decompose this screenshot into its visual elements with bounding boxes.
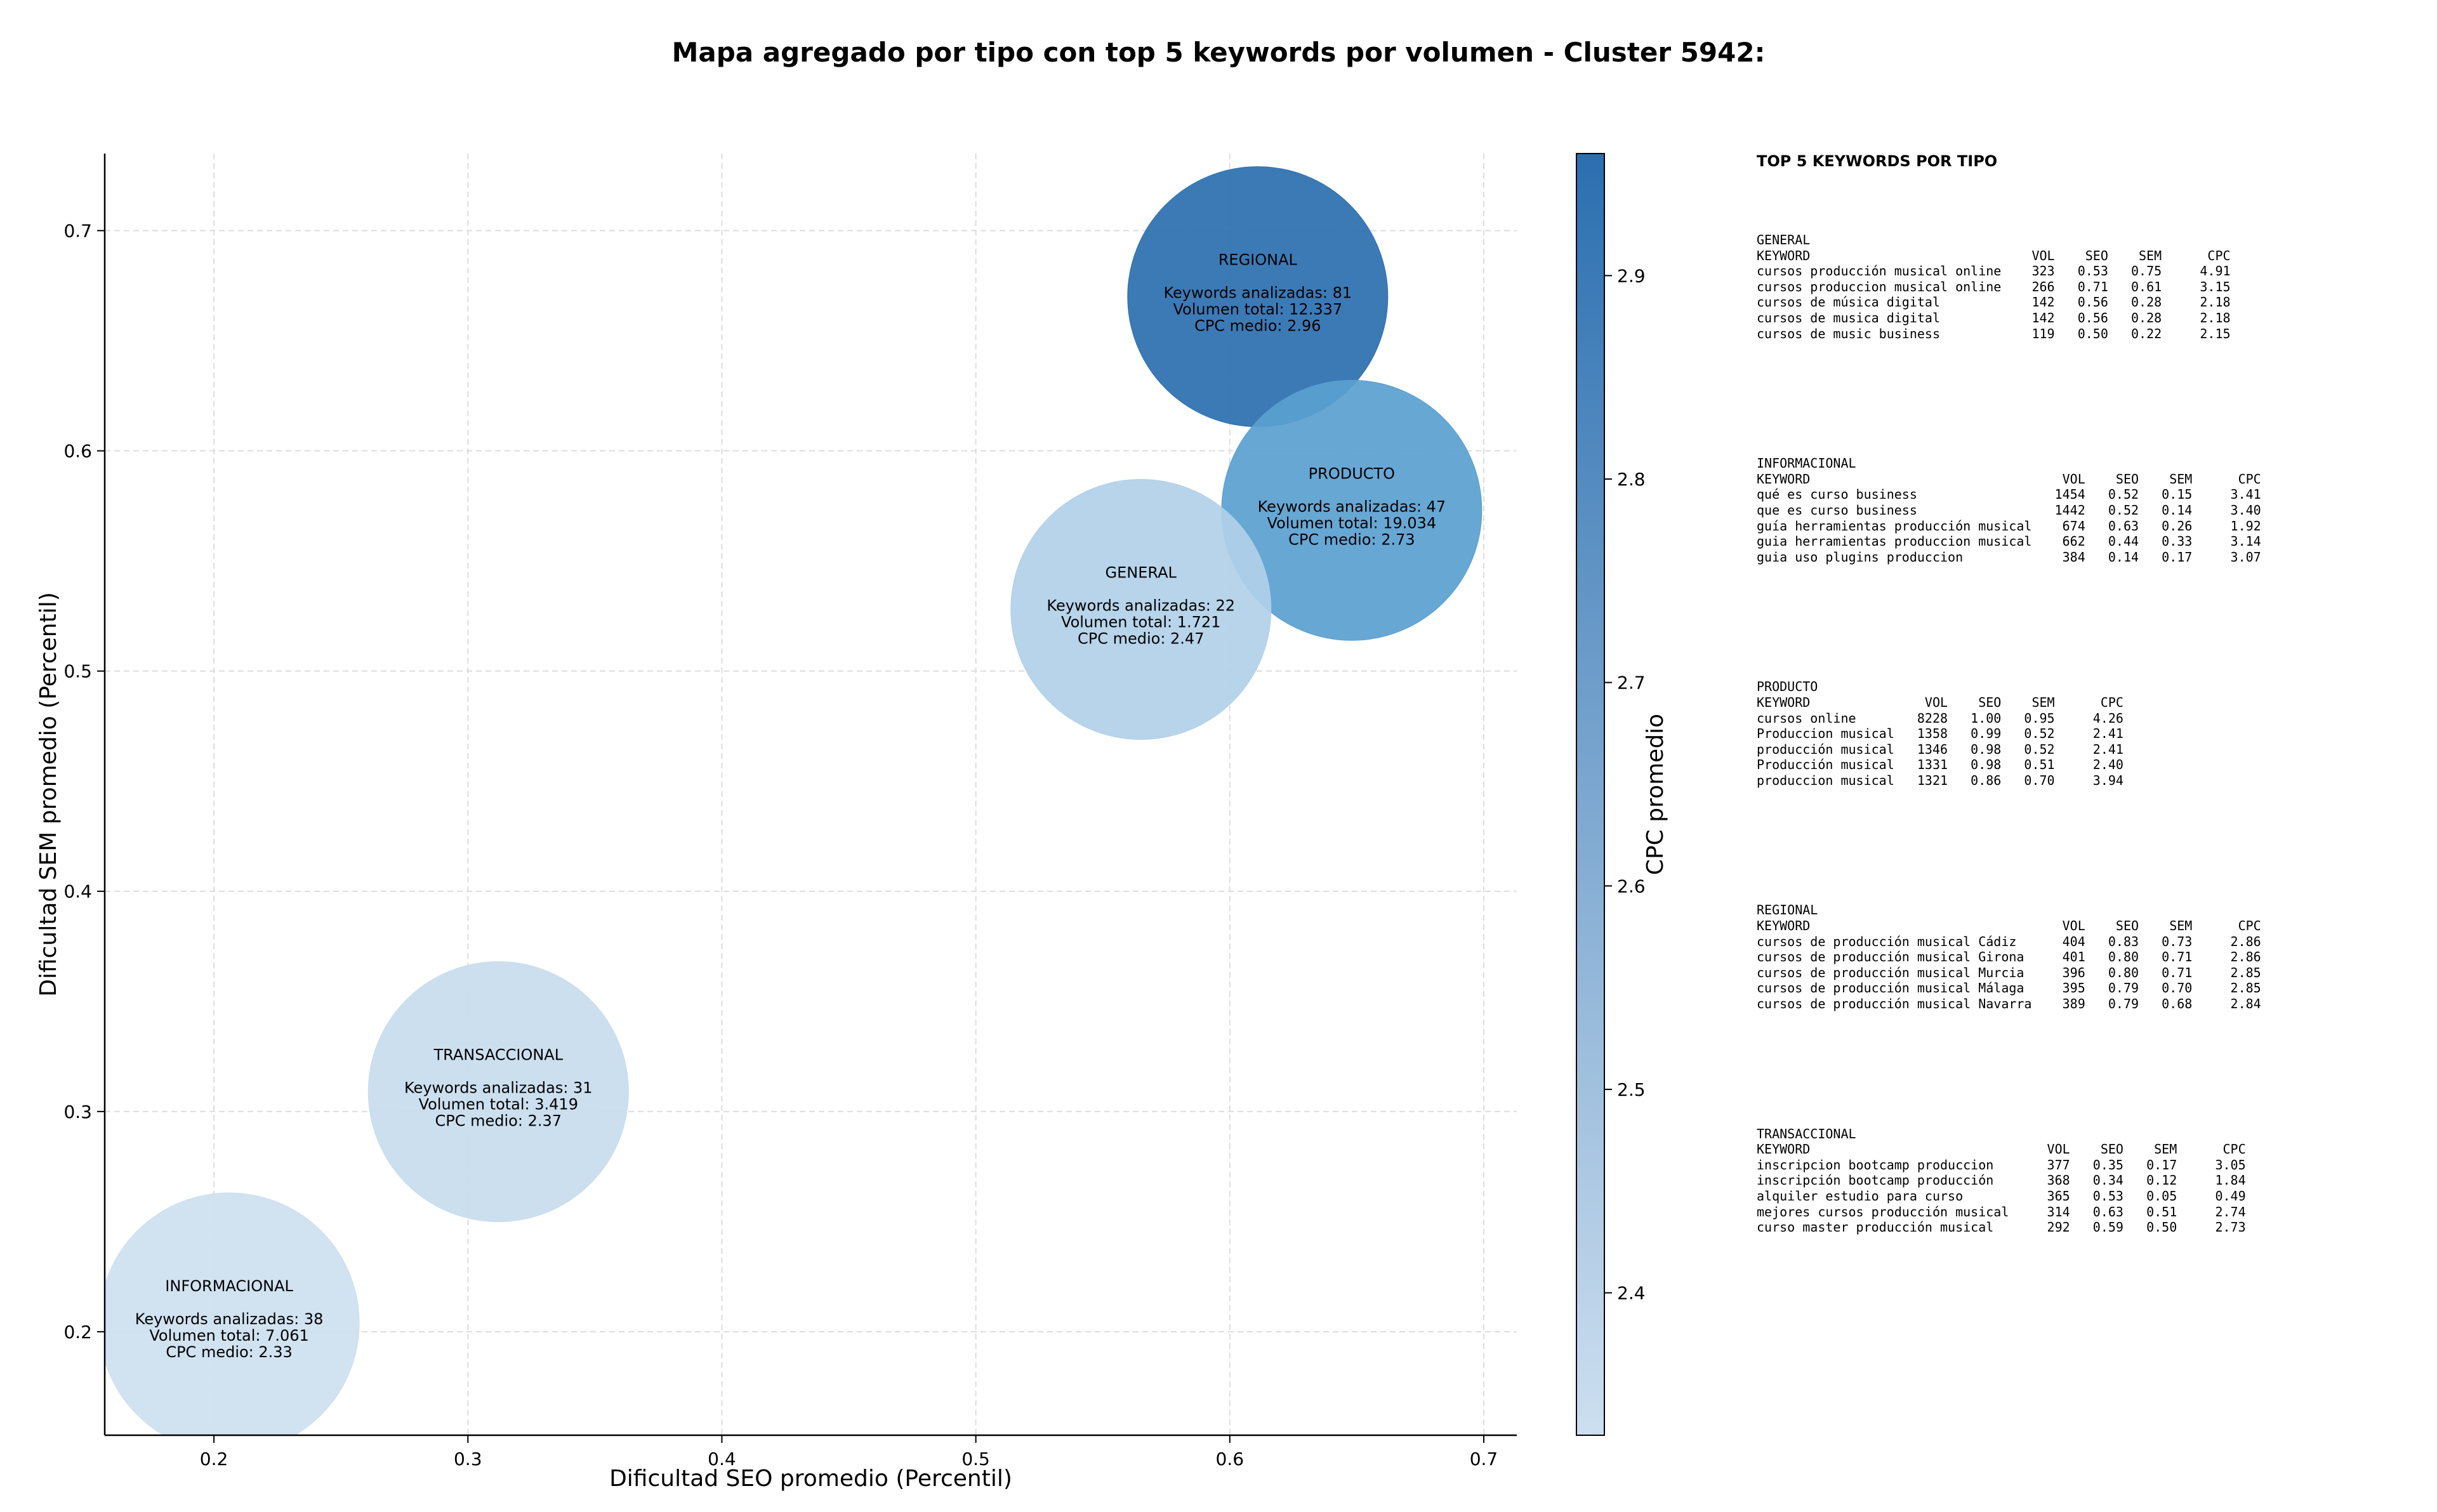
bubble-label: PRODUCTO [1309,464,1395,482]
keyword-table-row: Producción musical 1331 0.98 0.51 2.40 [1757,757,2123,773]
keyword-table-row: cursos produccion musical online 266 0.7… [1757,279,2231,294]
keyword-block-name: GENERAL [1757,232,1811,247]
keyword-blocks: GENERAL KEYWORD VOL SEO SEM CPC cursos pro… [1757,232,2423,1235]
x-tick-label: 0.2 [200,1449,228,1469]
x-tick-label: 0.3 [454,1449,482,1469]
keyword-table-row: Produccion musical 1358 0.99 0.52 2.41 [1757,726,2123,742]
keyword-block-name: TRANSACCIONAL [1757,1126,1856,1141]
bubble-keywords-count: Keywords analizadas: 31 [404,1079,593,1097]
bubble-keywords-count: Keywords analizadas: 81 [1164,284,1352,302]
tables-title: TOP 5 KEYWORDS POR TIPO [1757,152,1998,170]
bubble-volume: Volumen total: 3.419 [419,1096,578,1114]
y-tick-label: 0.6 [63,441,92,462]
keyword-table-row: cursos de producción musical Cádiz 404 0… [1757,933,2261,949]
x-axis-label: Dificultad SEO promedio (Percentil) [609,1466,1012,1492]
bubble-cpc: CPC medio: 2.33 [166,1343,293,1361]
keyword-table-row: inscripcion bootcamp produccion 377 0.35… [1757,1157,2246,1173]
axes: 0.2 0.3 0.4 0.5 0.6 0.7 0.2 0.3 0.4 0.5 0.6 0.7 Difi… [36,154,1517,1492]
keyword-table-row: cursos de producción musical Murcia 396 … [1757,964,2261,980]
bubble-volume: Volumen total: 1.721 [1061,613,1220,631]
bubble-label: GENERAL [1106,563,1177,581]
keyword-table-row: producción musical 1346 0.98 0.52 2.41 [1757,741,2123,757]
keyword-block-general: GENERAL KEYWORD VOL SEO SEM CPC cursos pro… [1757,232,2423,341]
bubble-volume: Volumen total: 12.337 [1173,301,1342,319]
bubble-keywords-count: Keywords analizadas: 22 [1047,596,1235,614]
bubble-label: REGIONAL [1218,251,1298,269]
y-axis-label: Dificultad SEM promedio (Percentil) [36,592,62,997]
bubble-general [1010,478,1272,740]
keyword-block-transaccional: TRANSACCIONAL KEYWORD VOL SEO SEM CPC insc… [1757,1126,2423,1235]
keyword-block-regional: REGIONAL KEYWORD VOL SEO SEM CPC cursos de… [1757,902,2423,1011]
colorbar-tick-label: 2.7 [1617,673,1646,694]
keyword-table-row: alquiler estudio para curso 365 0.53 0.0… [1757,1188,2246,1204]
keyword-table-row: inscripción bootcamp producción 368 0.34… [1757,1173,2246,1188]
keyword-block-name: INFORMACIONAL [1757,456,1856,471]
keyword-table-row: guia uso plugins produccion 384 0.14 0.1… [1757,549,2261,565]
y-tick-label: 0.2 [63,1322,92,1343]
keyword-table-row: cursos de producción musical Navarra 389… [1757,996,2261,1012]
keyword-table-row: que es curso business 1442 0.52 0.14 3.4… [1757,502,2261,518]
colorbar-tick-label: 2.6 [1617,876,1646,897]
y-tick-label: 0.3 [63,1101,92,1122]
keyword-table-row: guia herramientas produccion musical 662… [1757,534,2261,549]
keyword-table-row: cursos de música digital 142 0.56 0.28 2… [1757,294,2231,310]
keyword-block-informacional: INFORMACIONAL KEYWORD VOL SEO SEM CPC qué … [1757,456,2423,565]
y-tick-label: 0.5 [63,661,92,682]
colorbar-tick-label: 2.9 [1617,265,1646,286]
keyword-table-row: qué es curso business 1454 0.52 0.15 3.4… [1757,487,2261,503]
x-tick-label: 0.5 [961,1449,990,1469]
keyword-table-header: KEYWORD VOL SEO SEM CPC [1757,918,2261,934]
chart-title: Mapa agregado por tipo con top 5 keyword… [671,37,1766,68]
y-tick-label: 0.7 [63,220,92,241]
colorbar: 2.4 2.5 2.6 2.7 2.8 2.9 CPC promedio [1576,153,1668,1436]
bubble-volume: Volumen total: 19.034 [1267,514,1437,532]
colorbar-label: CPC promedio [1642,714,1668,875]
keyword-table-header: KEYWORD VOL SEO SEM CPC [1757,471,2261,487]
bubble-cpc: CPC medio: 2.37 [435,1112,562,1130]
bubble-label: INFORMACIONAL [165,1277,293,1295]
colorbar-bar [1576,153,1605,1436]
keyword-table-row: cursos producción musical online 323 0.5… [1757,263,2231,279]
bubble-keywords-count: Keywords analizadas: 47 [1258,497,1446,515]
x-tick-label: 0.6 [1216,1449,1245,1469]
keyword-table-row: cursos de music business 119 0.50 0.22 2… [1757,325,2231,341]
keyword-table-row: produccion musical 1321 0.86 0.70 3.94 [1757,772,2123,788]
bubble-label: TRANSACCIONAL [433,1046,563,1064]
keyword-table-header: KEYWORD VOL SEO SEM CPC [1757,247,2231,263]
grid-lines [105,154,1517,1435]
bubble-cpc: CPC medio: 2.47 [1078,629,1205,647]
keyword-table-row: cursos de producción musical Málaga 395 … [1757,980,2261,996]
keyword-tables: TOP 5 KEYWORDS POR TIPO GENERAL KEYWORD V… [1757,152,2423,1350]
bubble-volume: Volumen total: 7.061 [149,1327,308,1344]
keyword-table-row: guía herramientas producción musical 674… [1757,518,2261,534]
colorbar-tick-label: 2.8 [1617,469,1646,490]
colorbar-tick-label: 2.5 [1617,1079,1646,1100]
bubble-transaccional [367,961,629,1223]
y-tick-label: 0.4 [63,881,92,902]
x-tick-label: 0.7 [1470,1449,1498,1469]
keyword-table-header: KEYWORD VOL SEO SEM CPC [1757,694,2123,710]
bubble-cpc: CPC medio: 2.73 [1288,530,1415,548]
keyword-table-header: KEYWORD VOL SEO SEM CPC [1757,1141,2246,1157]
colorbar-tick-label: 2.4 [1617,1283,1646,1304]
bubble-keywords-count: Keywords analizadas: 38 [135,1310,324,1328]
x-tick-label: 0.4 [708,1449,736,1469]
keyword-table-row: cursos de producción musical Girona 401 … [1757,949,2261,965]
keyword-table-row: cursos online 8228 1.00 0.95 4.26 [1757,710,2123,726]
keyword-table-row: mejores cursos producción musical 314 0.… [1757,1204,2246,1219]
keyword-block-name: PRODUCTO [1757,679,1818,695]
keyword-block-producto: PRODUCTO KEYWORD VOL SEO SEM CPC cursos on… [1757,679,2423,788]
keyword-table-row: curso master producción musical 292 0.59… [1757,1219,2246,1235]
bubble-cpc: CPC medio: 2.96 [1194,317,1321,335]
keyword-table-row: cursos de musica digital 142 0.56 0.28 2… [1757,310,2231,325]
keyword-block-name: REGIONAL [1757,902,1818,918]
bubble-informacional [105,1192,360,1435]
